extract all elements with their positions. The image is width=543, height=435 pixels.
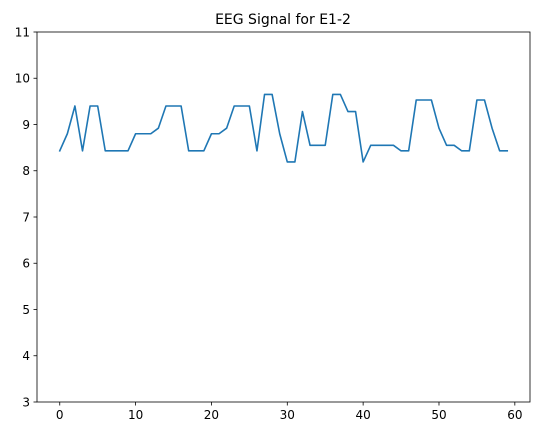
y-tick-label: 6 xyxy=(22,257,30,271)
y-tick-label: 8 xyxy=(22,164,30,178)
y-tick-label: 3 xyxy=(22,395,30,409)
y-tick-label: 9 xyxy=(22,118,30,132)
plot-area xyxy=(36,31,531,403)
series-line-0 xyxy=(58,93,509,163)
x-tick-label: 60 xyxy=(507,408,522,422)
y-tick-label: 10 xyxy=(15,72,30,86)
y-tick-label: 4 xyxy=(22,349,30,363)
axes-frame xyxy=(36,31,531,403)
x-tick-label: 30 xyxy=(280,408,295,422)
x-tick-label: 40 xyxy=(355,408,370,422)
x-tick-label: 20 xyxy=(204,408,219,422)
x-axis: 0 10 20 30 40 50 60 xyxy=(56,402,522,422)
y-axis: 3 4 5 6 7 8 9 10 11 xyxy=(15,25,37,409)
y-tick-label: 5 xyxy=(22,303,30,317)
y-tick-label: 11 xyxy=(15,25,30,39)
x-tick-label: 10 xyxy=(128,408,143,422)
x-tick-label: 0 xyxy=(56,408,64,422)
y-tick-label: 7 xyxy=(22,210,30,224)
x-tick-label: 50 xyxy=(431,408,446,422)
chart-title: EEG Signal for E1-2 xyxy=(215,12,351,28)
